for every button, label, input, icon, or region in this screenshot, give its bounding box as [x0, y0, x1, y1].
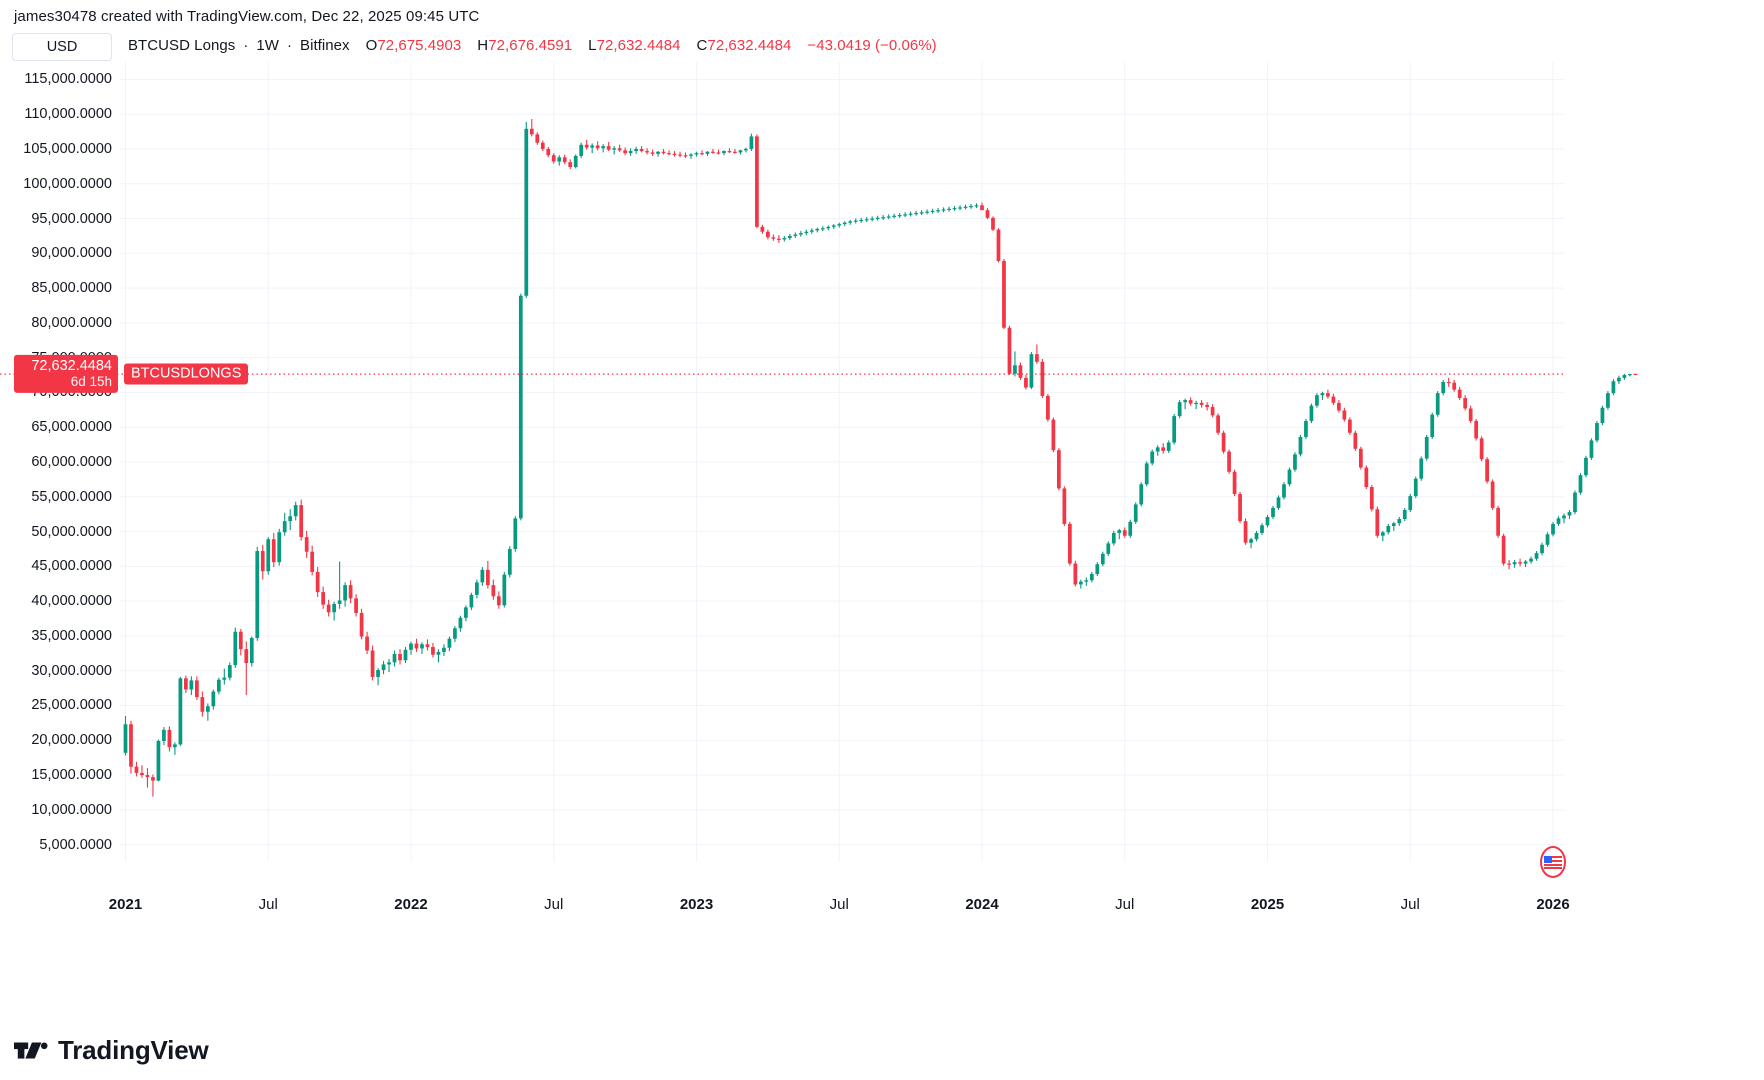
legend-high-label: H [477, 37, 489, 54]
time-axis-tick: 2021 [108, 896, 143, 913]
bar-countdown: 6d 15h [70, 374, 112, 390]
price-axis-tick: 80,000.0000 [31, 314, 112, 331]
price-axis-tick: 65,000.0000 [31, 419, 112, 436]
legend-interval[interactable]: 1W [256, 37, 279, 54]
time-axis-tick: Jul [1400, 896, 1420, 913]
legend-open-label: O [365, 37, 378, 54]
time-axis-tick: 2023 [679, 896, 714, 913]
price-axis-tick: 50,000.0000 [31, 523, 112, 540]
legend-low-label: L [588, 37, 597, 54]
price-axis-tick: 30,000.0000 [31, 662, 112, 679]
price-axis-tick: 115,000.0000 [24, 71, 112, 88]
attribution-text: james30478 created with TradingView.com,… [14, 8, 480, 25]
current-price-badge[interactable]: 72,632.4484 6d 15h [14, 354, 118, 394]
legend-close-value: 72,632.4484 [707, 37, 792, 54]
tradingview-wordmark: TradingView [58, 1035, 209, 1065]
price-axis-tick: 45,000.0000 [31, 558, 112, 575]
price-axis-tick: 15,000.0000 [31, 767, 112, 784]
price-axis-tick: 60,000.0000 [31, 454, 112, 470]
time-axis-tick: Jul [258, 896, 278, 913]
current-price-line [0, 62, 1564, 862]
currency-label: USD [46, 39, 78, 55]
flag-stripes [1544, 855, 1563, 869]
legend-change: −43.0419 (−0.06%) [807, 37, 937, 54]
tradingview-logo: TradingView [14, 1035, 209, 1066]
legend-symbol[interactable]: BTCUSD Longs [128, 37, 236, 54]
legend-open-value: 72,675.4903 [377, 37, 462, 54]
legend-high-value: 72,676.4591 [488, 37, 573, 54]
time-axis[interactable]: 2021 Jul 2022 Jul 2023 Jul 2024 Jul 2025 Jul 2026 [109, 846, 1570, 928]
chart-plot-area[interactable]: BTCUSDLONGS [0, 62, 1638, 862]
flag-canton [1544, 855, 1553, 863]
price-axis-tick: 10,000.0000 [31, 801, 112, 818]
time-axis-tick: 2025 [1250, 896, 1285, 913]
price-axis-tick: 55,000.0000 [31, 488, 112, 505]
time-axis-tick: 2022 [394, 896, 428, 913]
time-axis-tick: 2026 [1536, 896, 1570, 913]
grid-lines [120, 62, 1564, 862]
legend-separator-2: · [286, 37, 293, 54]
time-axis-tick: 2024 [965, 896, 999, 913]
price-axis-tick: 90,000.0000 [31, 245, 112, 262]
series-price-tag: BTCUSDLONGS [124, 363, 249, 385]
series-tag-label: BTCUSDLONGS [131, 365, 242, 382]
candlestick-series [120, 62, 1638, 862]
price-axis-tick: 85,000.0000 [31, 280, 112, 297]
price-axis-tick: 5,000.0000 [39, 836, 112, 853]
price-axis-tick: 20,000.0000 [31, 732, 112, 749]
price-axis-tick: 105,000.0000 [23, 140, 112, 157]
tradingview-mark-icon [14, 1042, 48, 1059]
currency-selector[interactable]: USD [12, 33, 112, 61]
chart-legend[interactable]: BTCUSD Longs · 1W · Bitfinex O72,675.4903 H72,… [128, 37, 937, 54]
time-axis-tick: Jul [1115, 896, 1135, 913]
legend-low-value: 72,632.4484 [596, 37, 681, 54]
time-axis-tick: Jul [544, 896, 564, 913]
legend-separator-1: · [243, 37, 249, 54]
current-price-value: 72,632.4484 [31, 357, 112, 374]
price-axis-tick: 110,000.0000 [24, 106, 112, 123]
price-axis-tick: 100,000.0000 [23, 175, 112, 192]
price-axis-tick: 35,000.0000 [31, 627, 112, 644]
price-axis-tick: 40,000.0000 [31, 593, 112, 610]
us-holiday-flag-icon[interactable] [1540, 846, 1567, 878]
legend-exchange[interactable]: Bitfinex [300, 37, 350, 54]
price-axis-tick: 25,000.0000 [31, 697, 112, 714]
price-axis-tick: 95,000.0000 [31, 210, 112, 227]
legend-close-label: C [696, 37, 708, 54]
price-axis[interactable]: 115,000.0000 110,000.0000 105,000.0000 100,… [0, 62, 120, 862]
time-axis-tick: Jul [829, 896, 849, 913]
